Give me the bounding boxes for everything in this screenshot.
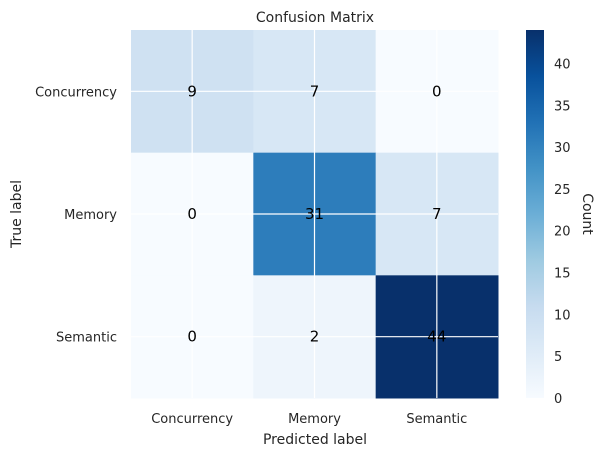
colorbar-label: Count [579, 193, 595, 235]
colorbar [526, 30, 544, 398]
y-axis-label: True label [9, 180, 25, 249]
cell-value-label: 7 [310, 82, 320, 100]
colorbar-tick-label: 40 [554, 57, 571, 72]
heatmap-cell-labels: 9 7 0 0 31 7 0 2 44 [187, 82, 446, 345]
y-tick-labels: Concurrency Memory Semantic [35, 85, 117, 345]
colorbar-tick-labels: 0 5 10 15 20 25 30 35 40 [554, 57, 571, 407]
y-tick-label: Concurrency [35, 85, 117, 100]
cell-value-label: 31 [305, 205, 324, 223]
colorbar-tick-label: 10 [554, 308, 571, 323]
cell-value-label: 0 [432, 82, 442, 100]
y-tick-label: Semantic [56, 331, 117, 346]
cell-value-label: 44 [427, 328, 446, 346]
cell-value-label: 2 [310, 328, 320, 346]
colorbar-tick-label: 25 [554, 183, 571, 198]
x-axis-label: Predicted label [263, 432, 367, 448]
x-tick-label: Concurrency [151, 412, 233, 427]
x-tick-label: Memory [288, 412, 341, 427]
x-tick-label: Semantic [406, 412, 467, 427]
colorbar-tick-label: 30 [554, 141, 571, 156]
colorbar-tick-label: 35 [554, 99, 571, 114]
colorbar-tick-label: 0 [554, 392, 562, 407]
cell-value-label: 7 [432, 205, 442, 223]
cell-value-label: 0 [187, 205, 197, 223]
x-tick-labels: Concurrency Memory Semantic [151, 412, 467, 427]
colorbar-tick-label: 20 [554, 225, 571, 240]
y-tick-label: Memory [64, 208, 117, 223]
colorbar-tick-label: 5 [554, 350, 562, 365]
cell-value-label: 9 [187, 82, 197, 100]
cell-value-label: 0 [187, 328, 197, 346]
colorbar-tick-label: 15 [554, 267, 571, 282]
heatmap-gridlines [131, 30, 498, 398]
chart-title: Confusion Matrix [256, 10, 374, 26]
